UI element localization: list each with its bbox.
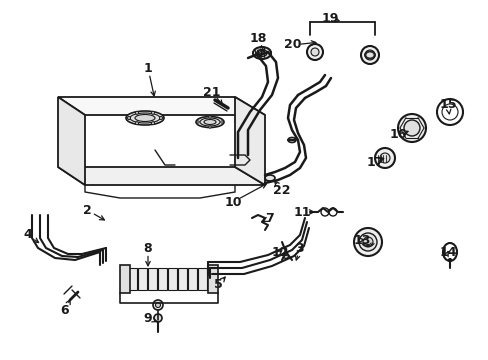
Text: 10: 10 — [224, 195, 241, 208]
Circle shape — [151, 122, 154, 125]
Text: 2: 2 — [82, 203, 91, 216]
Circle shape — [362, 237, 372, 247]
Text: 5: 5 — [213, 279, 222, 292]
Ellipse shape — [257, 49, 266, 57]
Ellipse shape — [130, 113, 160, 123]
Circle shape — [135, 111, 138, 114]
Circle shape — [127, 117, 130, 120]
Circle shape — [364, 50, 374, 60]
Polygon shape — [235, 97, 264, 185]
Circle shape — [196, 121, 199, 123]
Text: 8: 8 — [143, 242, 152, 255]
Text: 20: 20 — [284, 39, 301, 51]
Bar — [198, 268, 206, 290]
Bar — [178, 268, 186, 290]
Ellipse shape — [252, 47, 270, 59]
Text: 13: 13 — [353, 234, 370, 247]
Bar — [187, 268, 197, 290]
Ellipse shape — [203, 120, 216, 125]
Circle shape — [153, 300, 163, 310]
Bar — [148, 268, 157, 290]
Circle shape — [159, 117, 162, 120]
Text: 19: 19 — [321, 12, 338, 24]
Polygon shape — [58, 167, 264, 185]
Circle shape — [358, 233, 376, 251]
Text: 12: 12 — [271, 246, 288, 258]
Bar — [158, 268, 167, 290]
Ellipse shape — [287, 138, 295, 143]
Circle shape — [403, 120, 419, 136]
Bar — [120, 265, 130, 293]
Circle shape — [151, 111, 154, 114]
Text: 16: 16 — [388, 129, 406, 141]
Circle shape — [310, 48, 318, 56]
Text: 7: 7 — [265, 211, 274, 225]
Circle shape — [353, 228, 381, 256]
Circle shape — [221, 121, 223, 123]
Circle shape — [306, 44, 323, 60]
Circle shape — [208, 116, 211, 118]
Text: 22: 22 — [273, 184, 290, 197]
Circle shape — [283, 253, 288, 258]
Ellipse shape — [254, 48, 270, 58]
Text: 21: 21 — [203, 85, 220, 99]
Text: 17: 17 — [366, 156, 383, 168]
Circle shape — [397, 114, 425, 142]
Ellipse shape — [264, 175, 274, 181]
Text: 14: 14 — [438, 246, 456, 258]
Ellipse shape — [135, 114, 155, 122]
Circle shape — [208, 126, 211, 128]
Text: 18: 18 — [249, 31, 266, 45]
Bar — [138, 268, 147, 290]
Circle shape — [135, 122, 138, 125]
Bar — [207, 265, 218, 293]
Circle shape — [447, 258, 450, 261]
Ellipse shape — [200, 118, 220, 126]
Text: 9: 9 — [143, 311, 152, 324]
Polygon shape — [58, 97, 264, 115]
Text: 15: 15 — [438, 99, 456, 112]
Text: 6: 6 — [61, 303, 69, 316]
Bar — [128, 268, 137, 290]
Bar — [168, 268, 177, 290]
Circle shape — [155, 302, 160, 307]
Polygon shape — [58, 97, 85, 185]
Ellipse shape — [126, 111, 163, 125]
Circle shape — [374, 148, 394, 168]
Ellipse shape — [196, 117, 224, 127]
Circle shape — [154, 314, 162, 322]
Circle shape — [379, 153, 389, 163]
Text: 3: 3 — [295, 242, 304, 255]
Circle shape — [360, 46, 378, 64]
Text: 4: 4 — [23, 229, 32, 242]
Text: 11: 11 — [293, 206, 310, 219]
Text: 1: 1 — [143, 62, 152, 75]
